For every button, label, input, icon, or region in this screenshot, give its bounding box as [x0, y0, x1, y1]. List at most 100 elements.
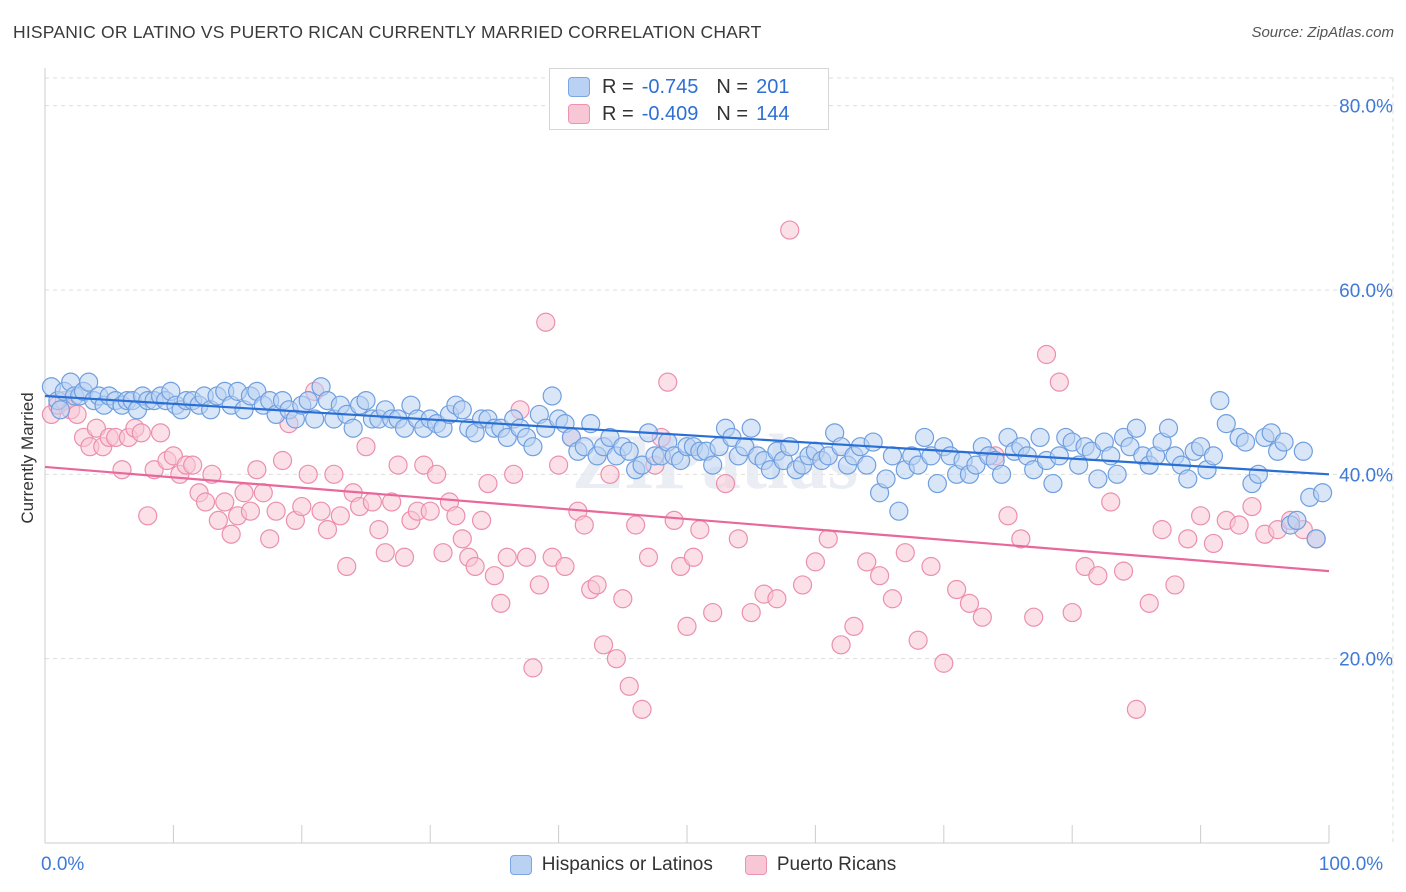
- data-point: [767, 589, 787, 609]
- data-point: [452, 400, 472, 420]
- y-axis-label: Currently Married: [18, 392, 37, 523]
- data-point: [536, 312, 556, 332]
- data-point: [247, 460, 267, 480]
- data-point: [516, 547, 537, 567]
- data-point: [260, 529, 280, 549]
- data-point: [895, 543, 915, 563]
- data-point: [593, 635, 614, 655]
- data-point: [818, 529, 838, 549]
- data-point: [240, 501, 261, 521]
- data-point: [664, 510, 684, 531]
- data-point: [1287, 510, 1307, 531]
- data-point: [484, 566, 504, 586]
- data-point: [959, 593, 980, 613]
- n-value: 144: [756, 102, 790, 125]
- data-point: [1178, 529, 1198, 549]
- legend-item-hispanics[interactable]: Hispanics or Latinos: [509, 854, 713, 876]
- data-point: [330, 506, 350, 526]
- data-point: [690, 520, 710, 540]
- data-point: [504, 464, 524, 484]
- data-point: [369, 520, 389, 540]
- data-point: [1030, 427, 1050, 448]
- data-point: [1306, 529, 1326, 549]
- data-point: [1178, 469, 1198, 489]
- data-point: [600, 464, 620, 484]
- r-label: R =: [602, 102, 634, 125]
- data-point: [1011, 529, 1031, 549]
- data-point: [337, 556, 357, 577]
- data-point: [1139, 593, 1159, 613]
- data-point: [202, 464, 222, 484]
- data-point: [221, 524, 241, 544]
- r-label: R =: [602, 75, 634, 98]
- data-point: [1113, 561, 1134, 581]
- legend-label: Hispanics or Latinos: [541, 854, 713, 875]
- data-point: [882, 589, 903, 609]
- data-point: [215, 492, 235, 512]
- data-point: [292, 496, 312, 517]
- trend-line-puerto-ricans: [44, 465, 1330, 573]
- data-point: [626, 515, 646, 535]
- data-point: [882, 446, 903, 466]
- blue-swatch: [568, 77, 590, 97]
- tick-labels: 20.0% 40.0% 60.0% 80.0% 0.0% 100.0%: [41, 97, 1393, 875]
- data-point: [1229, 515, 1249, 535]
- data-point: [497, 547, 517, 567]
- data-point: [523, 437, 543, 457]
- data-point: [1293, 441, 1313, 461]
- bottom-legend: Hispanics or Latinos Puerto Ricans: [0, 852, 1406, 878]
- data-point: [465, 556, 485, 577]
- data-point: [869, 566, 890, 586]
- data-point: [1043, 473, 1063, 494]
- data-point: [741, 418, 761, 438]
- data-point: [1088, 566, 1108, 586]
- legend-item-puerto-ricans[interactable]: Puerto Ricans: [744, 854, 897, 876]
- n-label: N =: [716, 75, 749, 98]
- data-point: [1024, 607, 1044, 627]
- data-point: [311, 501, 331, 521]
- data-point: [234, 483, 254, 503]
- data-point: [529, 575, 549, 595]
- data-point: [382, 492, 402, 512]
- data-point: [947, 579, 967, 600]
- data-point: [1274, 432, 1294, 452]
- data-point: [1203, 533, 1224, 554]
- data-point: [50, 400, 71, 420]
- data-point: [266, 501, 286, 521]
- data-point: [805, 552, 826, 572]
- y-tick-label: 40.0%: [1339, 465, 1393, 486]
- trend-lines: [44, 394, 1330, 573]
- data-point: [362, 492, 383, 512]
- data-point: [317, 520, 338, 540]
- data-point: [1152, 520, 1172, 540]
- data-point: [548, 455, 569, 475]
- data-point: [606, 649, 626, 669]
- data-point: [638, 547, 659, 567]
- data-point: [613, 589, 633, 609]
- data-point: [272, 450, 293, 471]
- data-point: [478, 473, 498, 494]
- data-point: [632, 699, 652, 719]
- r-value: -0.409: [641, 102, 699, 125]
- data-point: [780, 220, 800, 240]
- data-point: [433, 543, 453, 563]
- legend-label: Puerto Ricans: [776, 854, 897, 875]
- data-point: [253, 483, 273, 503]
- data-point: [555, 556, 575, 577]
- data-point: [1312, 483, 1333, 503]
- data-point: [876, 469, 896, 489]
- data-point: [131, 423, 151, 443]
- n-value: 201: [756, 75, 790, 98]
- data-point: [112, 460, 132, 480]
- stats-row-hispanic: R = -0.745 N = 201: [568, 74, 789, 100]
- data-point: [452, 529, 472, 549]
- data-point: [1158, 418, 1179, 438]
- data-point: [927, 473, 947, 494]
- data-point: [792, 575, 813, 595]
- data-point: [1088, 469, 1108, 489]
- data-point: [1190, 506, 1211, 526]
- data-point: [587, 575, 607, 595]
- data-point: [972, 607, 992, 627]
- y-tick-label: 60.0%: [1339, 281, 1393, 302]
- y-tick-label: 80.0%: [1339, 97, 1393, 118]
